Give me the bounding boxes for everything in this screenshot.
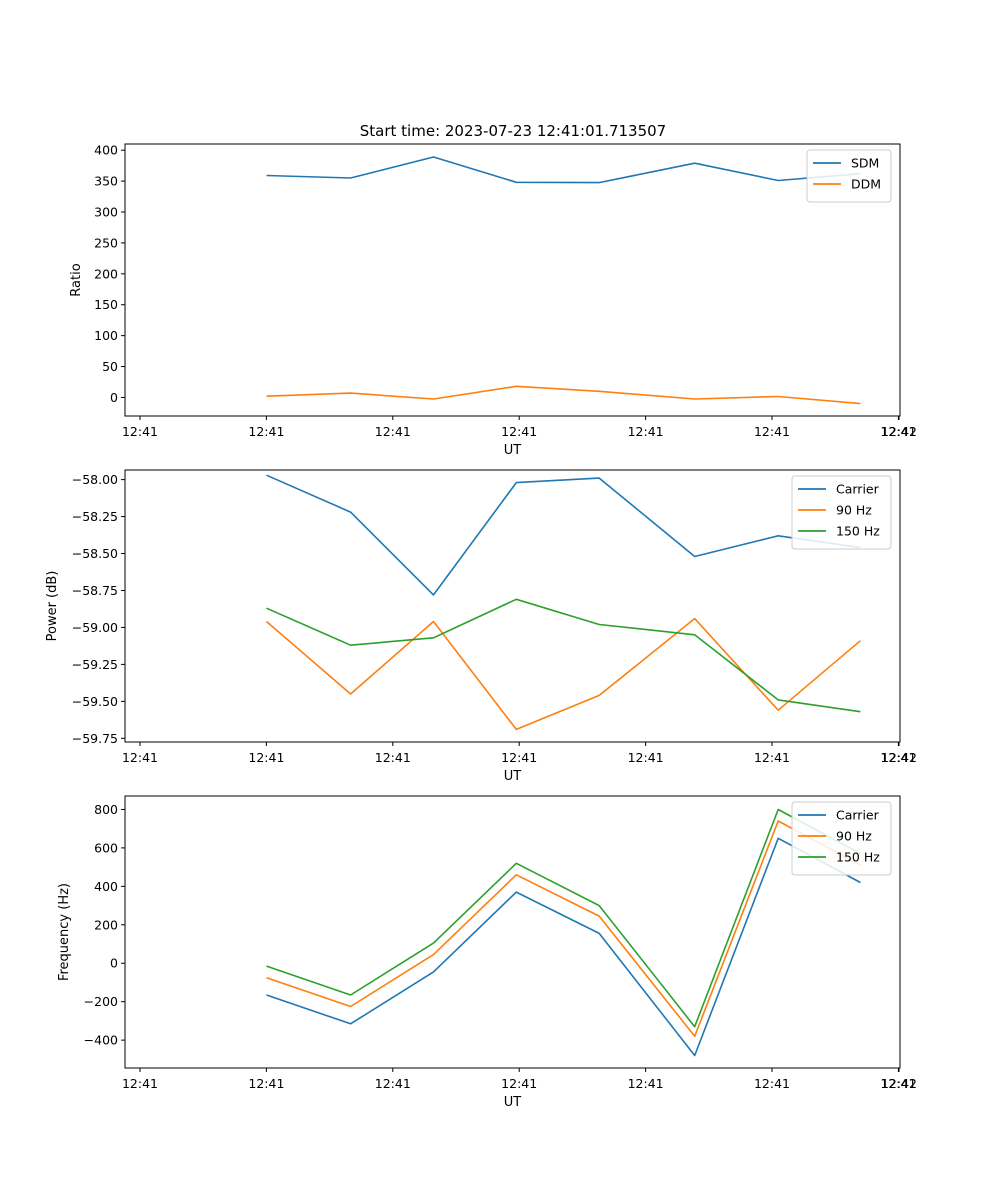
x-tick-label: 12:41	[248, 1076, 284, 1091]
y-axis-label: Frequency (Hz)	[57, 883, 72, 981]
y-tick-label: −58.25	[72, 509, 118, 524]
x-tick-label: 12:42	[881, 1076, 917, 1091]
x-axis-label: UT	[504, 443, 522, 458]
legend: SDM DDM	[806, 149, 892, 203]
plot-frame	[124, 469, 901, 743]
legend-label-carrier: Carrier	[836, 482, 880, 497]
figure-title: Start time: 2023-07-23 12:41:01.713507	[360, 122, 666, 140]
y-axis-label: Ratio	[69, 263, 84, 296]
legend-label-150-hz: 150 Hz	[836, 850, 880, 865]
y-tick-label: −59.00	[72, 620, 118, 635]
chart-panel-2: −59.75 −59.50 −59.25 −59.00 −58.75 −58.50 −58.…	[45, 469, 917, 784]
y-tick-label: 400	[94, 143, 118, 158]
series-line-sdm	[266, 156, 861, 184]
x-tick-label: 12:42	[881, 424, 917, 439]
x-tick-label: 12:41	[501, 750, 537, 765]
y-axis-label: Power (dB)	[45, 571, 60, 642]
legend: Carrier 90 Hz 150 Hz	[791, 801, 892, 876]
y-tick-label: −58.50	[72, 546, 118, 561]
x-tick-label: 12:41	[628, 750, 664, 765]
y-tick-label: 800	[94, 802, 118, 817]
x-axis-label: UT	[504, 1095, 522, 1110]
x-tick-label: 12:41	[375, 1076, 411, 1091]
series-line-carrier	[266, 474, 861, 596]
x-tick-label: 12:41	[628, 1076, 664, 1091]
plot-frame	[124, 795, 901, 1069]
y-tick-label: 0	[110, 956, 118, 971]
x-tick-label: 12:41	[122, 424, 158, 439]
x-axis-label: UT	[504, 769, 522, 784]
legend-label-90-hz: 90 Hz	[836, 503, 872, 518]
y-tick-label: 300	[94, 205, 118, 220]
legend-label-ddm: DDM	[851, 177, 881, 192]
legend-label-150-hz: 150 Hz	[836, 524, 880, 539]
y-tick-label: 50	[102, 359, 118, 374]
y-tick-label: 350	[94, 174, 118, 189]
x-tick-label: 12:41	[375, 424, 411, 439]
x-tick-label: 12:41	[248, 424, 284, 439]
x-tick-label: 12:42	[881, 750, 917, 765]
y-tick-label: 150	[94, 297, 118, 312]
y-tick-label: 100	[94, 328, 118, 343]
x-tick-label: 12:41	[122, 750, 158, 765]
series-line-150-hz	[266, 598, 861, 713]
x-tick-label: 12:41	[754, 750, 790, 765]
x-tick-label: 12:41	[880, 1076, 916, 1091]
y-tick-label: −58.00	[72, 472, 118, 487]
x-tick-label: 12:41	[880, 424, 916, 439]
x-tick-label: 12:41	[754, 1076, 790, 1091]
y-tick-label: 200	[94, 266, 118, 281]
y-tick-label: 0	[110, 390, 118, 405]
series-line-carrier	[266, 837, 861, 1057]
legend-label-sdm: SDM	[851, 156, 879, 171]
x-tick-label: 12:41	[122, 1076, 158, 1091]
x-tick-label: 12:41	[754, 424, 790, 439]
y-tick-label: 400	[94, 879, 118, 894]
legend-label-carrier: Carrier	[836, 808, 880, 823]
y-tick-label: −400	[84, 1033, 118, 1048]
x-tick-label: 12:41	[880, 750, 916, 765]
plot-frame	[124, 143, 901, 417]
x-tick-label: 12:41	[248, 750, 284, 765]
x-tick-label: 12:41	[501, 1076, 537, 1091]
y-tick-label: 250	[94, 235, 118, 250]
y-tick-label: −59.25	[72, 657, 118, 672]
x-tick-label: 12:41	[501, 424, 537, 439]
series-line-90-hz	[265, 617, 861, 731]
series-line-90-hz	[266, 820, 861, 1038]
y-tick-label: −200	[84, 994, 118, 1009]
y-tick-label: 200	[94, 917, 118, 932]
y-tick-label: −59.75	[72, 731, 118, 746]
y-tick-label: 600	[94, 840, 118, 855]
y-tick-label: −58.75	[72, 583, 118, 598]
x-tick-label: 12:41	[375, 750, 411, 765]
series-line-ddm	[266, 385, 861, 405]
legend: Carrier 90 Hz 150 Hz	[791, 475, 892, 550]
y-tick-label: −59.50	[72, 694, 118, 709]
series-line-150-hz	[266, 808, 861, 1028]
legend-label-90-hz: 90 Hz	[836, 829, 872, 844]
x-tick-label: 12:41	[628, 424, 664, 439]
